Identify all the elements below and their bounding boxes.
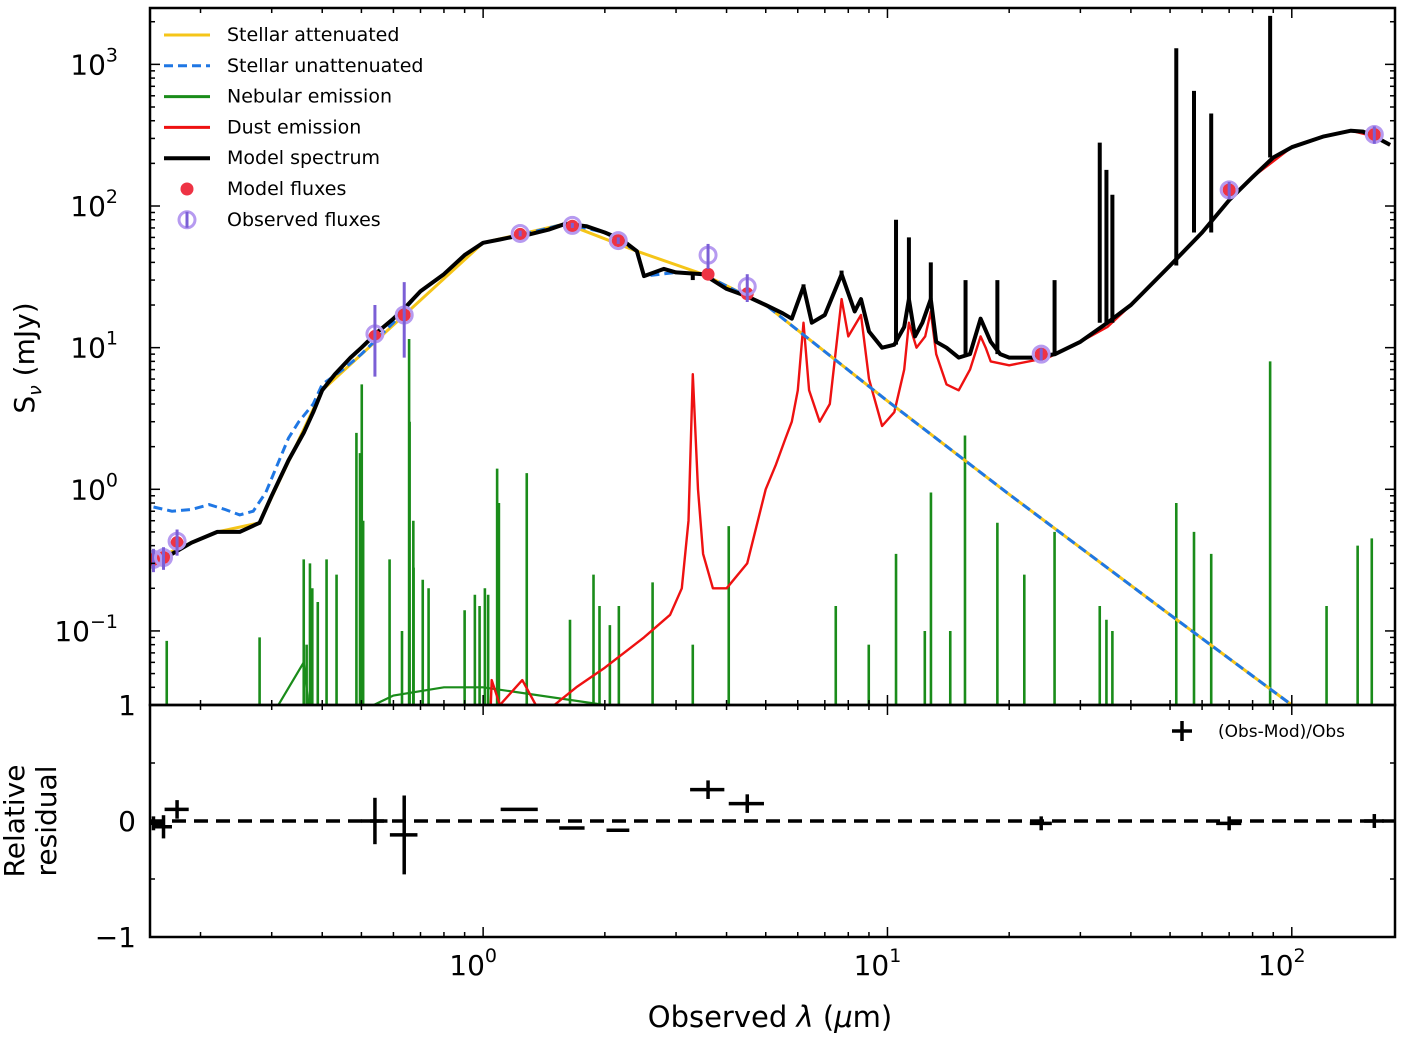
y-axis-label-bottom-1: Relative	[0, 765, 31, 878]
residual-points	[150, 780, 1384, 875]
x-label-prefix: Observed	[648, 1000, 797, 1034]
y-label-s: S	[8, 396, 41, 414]
x-tick-exp-2: 2	[1294, 945, 1306, 967]
x-tick-label-2: 102	[1258, 945, 1306, 982]
legend-label-2: Nebular emission	[227, 86, 392, 108]
legend-label-3: Dust emission	[227, 116, 361, 138]
y-tick-label-1: 102	[70, 186, 118, 223]
residual-y-label-0: 1	[118, 689, 136, 722]
x-tick-exp-1: 1	[889, 945, 901, 967]
model-spectrum-line	[152, 128, 1392, 562]
residual-legend-label: (Obs-Mod)/Obs	[1218, 722, 1345, 742]
y-tick-label-0: 103	[70, 44, 118, 81]
dust-emission-series	[489, 129, 1391, 705]
x-label-unit: m)	[853, 1000, 893, 1034]
y-axis-label-top: Sν (mJy)	[8, 302, 46, 413]
residual-y-label-1: 0	[118, 805, 136, 838]
y-tick-exp-1: 2	[106, 186, 118, 208]
nebular-continuum	[277, 659, 612, 705]
observed-flux-6	[562, 215, 582, 235]
nebular-emission-series	[165, 339, 1374, 705]
x-axis-label: Observed λ (μm)	[648, 1000, 893, 1034]
y-tick-label-3: 100	[70, 469, 118, 506]
flux-points	[150, 124, 1384, 573]
observed-flux-7	[608, 231, 628, 251]
residual-panel-frame	[148, 703, 1397, 939]
y-tick-exp-2: 1	[106, 328, 118, 350]
dust-emission-line	[489, 129, 1391, 705]
model-flux-8	[701, 267, 715, 281]
residual-legend: (Obs-Mod)/Obs	[1172, 721, 1345, 742]
y-axis-label-bottom-2: residual	[30, 766, 63, 877]
residual-y-label-2: −1	[95, 921, 136, 954]
x-label-mu: μ	[833, 1000, 852, 1034]
observed-flux-5	[510, 223, 530, 243]
legend-label-4: Model spectrum	[227, 147, 380, 169]
observed-flux-10	[1031, 344, 1051, 364]
legend-label-1: Stellar unattenuated	[227, 55, 424, 77]
legend-label-6: Observed fluxes	[227, 209, 381, 231]
y-tick-exp-4: −1	[90, 611, 118, 633]
y-tick-exp-0: 3	[106, 44, 118, 66]
y-label-unit: (mJy)	[8, 302, 41, 385]
legend-swatch-5	[180, 182, 194, 196]
legend-label-0: Stellar attenuated	[227, 24, 399, 46]
x-tick-label-1: 101	[854, 945, 902, 982]
model-spectrum-series	[152, 15, 1392, 562]
x-tick-exp-0: 0	[485, 945, 497, 967]
x-label-paren: (	[814, 1000, 835, 1034]
x-tick-label-0: 100	[449, 945, 497, 982]
legend-label-5: Model fluxes	[227, 178, 346, 200]
axis-labels: Sν (mJy) Relative residual Observed λ (μ…	[0, 302, 892, 1034]
x-label-lambda: λ	[795, 1000, 814, 1034]
y-label-nu: ν	[24, 385, 46, 396]
y-tick-label-2: 101	[70, 328, 118, 365]
y-tick-exp-3: 0	[106, 469, 118, 491]
legend: Stellar attenuated Stellar unattenuated Ne…	[164, 24, 424, 231]
y-tick-label-4: 10−1	[54, 611, 118, 648]
